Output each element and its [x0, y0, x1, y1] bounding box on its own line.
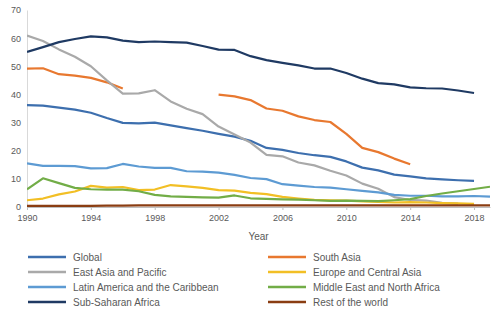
tick: 0	[16, 202, 27, 212]
tick-label: 0	[16, 202, 21, 212]
tick-label: 2014	[401, 213, 421, 223]
lines	[27, 36, 490, 206]
legend-label: South Asia	[313, 252, 361, 263]
legend-label: Latin America and the Caribbean	[73, 282, 219, 293]
legend-swatch	[268, 301, 306, 304]
legend-swatch	[28, 256, 66, 259]
legend-label: Global	[73, 252, 102, 263]
tick: 40	[11, 90, 27, 100]
legend-swatch	[268, 271, 306, 274]
tick: 50	[11, 62, 27, 72]
tick: 1998	[145, 207, 165, 223]
legend-item: Global	[28, 252, 102, 263]
tick-label: 2006	[273, 213, 293, 223]
tick: 2002	[209, 207, 229, 223]
tick-label: 1998	[145, 213, 165, 223]
tick-label: 10	[11, 174, 21, 184]
tick-mark	[474, 207, 475, 210]
axis-line	[28, 207, 491, 208]
tick: 30	[11, 118, 27, 128]
legend-swatch	[268, 256, 306, 259]
chart: 0 10 20 30 40 50 60 70 1990 1994 1998 2002 2006 2010 2…	[0, 0, 500, 323]
legend: Global South Asia East Asia and Pacific Eur…	[28, 252, 440, 308]
series-line	[27, 36, 474, 93]
legend-label: East Asia and Pacific	[73, 267, 166, 278]
legend-label: Europe and Central Asia	[313, 267, 422, 278]
series-line	[27, 204, 490, 207]
tick-label: 30	[11, 118, 21, 128]
x-axis-title: Year	[248, 231, 269, 242]
tick: 1990	[17, 207, 37, 223]
legend-label: Sub-Saharan Africa	[73, 297, 160, 308]
tick-label: 2002	[209, 213, 229, 223]
tick: 2006	[273, 207, 293, 223]
tick-mark	[219, 207, 220, 210]
tick-label: 60	[11, 34, 21, 44]
series-line	[27, 68, 410, 164]
legend-swatch	[28, 301, 66, 304]
legend-item: Sub-Saharan Africa	[28, 297, 160, 308]
tick-mark	[91, 207, 92, 210]
legend-item: East Asia and Pacific	[28, 267, 166, 278]
series-line	[27, 36, 458, 204]
series-line	[27, 178, 490, 201]
tick: 2018	[465, 207, 485, 223]
series-line	[27, 163, 490, 196]
tick-label: 20	[11, 146, 21, 156]
tick: 20	[11, 146, 27, 156]
tick-label: 1990	[17, 213, 37, 223]
legend-item: Europe and Central Asia	[268, 267, 422, 278]
y-axis: 0 10 20 30 40 50 60 70	[11, 5, 28, 212]
tick-mark	[346, 207, 347, 210]
legend-item: South Asia	[268, 252, 361, 263]
tick-label: 70	[11, 5, 21, 15]
tick: 70	[11, 5, 27, 15]
plot-area: 0 10 20 30 40 50 60 70 1990 1994 1998 2002 2006 2010 2…	[11, 5, 491, 223]
tick-mark	[27, 207, 28, 210]
tick: 2010	[337, 207, 357, 223]
legend-swatch	[28, 271, 66, 274]
tick: 10	[11, 174, 27, 184]
legend-item: Middle East and North Africa	[268, 282, 440, 293]
legend-swatch	[28, 286, 66, 289]
tick-label: 2010	[337, 213, 357, 223]
x-axis: 1990 1994 1998 2002 2006 2010 2014 2018	[17, 207, 490, 223]
tick: 60	[11, 34, 27, 44]
tick: 2014	[401, 207, 421, 223]
tick-label: 2018	[465, 213, 485, 223]
tick-label: 40	[11, 90, 21, 100]
axis-line	[27, 11, 28, 208]
legend-swatch	[268, 286, 306, 289]
tick-mark	[155, 207, 156, 210]
legend-label: Middle East and North Africa	[313, 282, 440, 293]
tick-label: 50	[11, 62, 21, 72]
legend-label: Rest of the world	[313, 297, 388, 308]
legend-item: Rest of the world	[268, 297, 388, 308]
tick: 1994	[81, 207, 101, 223]
legend-item: Latin America and the Caribbean	[28, 282, 219, 293]
tick-mark	[410, 207, 411, 210]
tick-mark	[282, 207, 283, 210]
tick-label: 1994	[81, 213, 101, 223]
